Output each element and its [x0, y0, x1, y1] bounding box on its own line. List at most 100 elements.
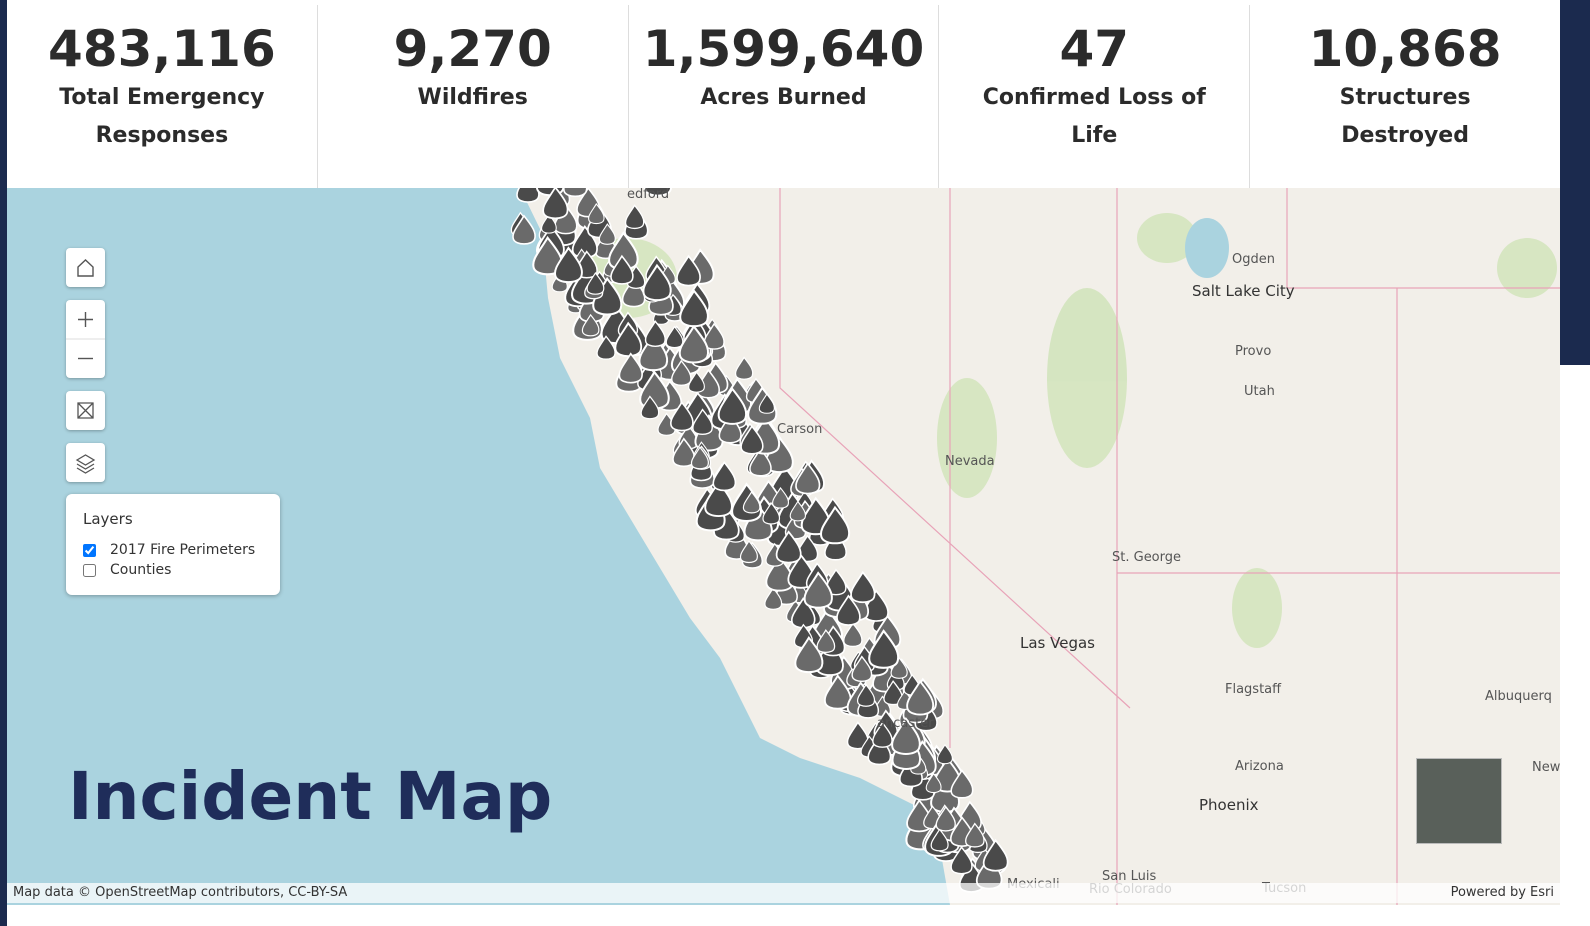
fire-icon[interactable] — [640, 395, 660, 420]
zoom-in[interactable] — [78, 312, 93, 327]
layers-button[interactable] — [66, 443, 105, 482]
stats-bar: 483,116 Total Emergency Responses 9,270 Wil… — [7, 5, 1560, 188]
fire-icon[interactable] — [669, 401, 694, 432]
map-label: edford — [627, 188, 669, 202]
fire-icon[interactable] — [739, 539, 758, 564]
fire-icon[interactable] — [712, 460, 737, 492]
stat-value: 483,116 — [48, 20, 276, 78]
fire-icon[interactable] — [982, 838, 1009, 872]
fire-icon[interactable] — [672, 437, 696, 468]
fire-icon[interactable] — [868, 629, 900, 669]
fire-icon[interactable] — [541, 213, 557, 234]
stat-label: Total Emergency Responses — [59, 85, 265, 148]
fire-icon[interactable] — [581, 313, 600, 337]
fire-icon[interactable] — [679, 289, 709, 328]
fire-icon[interactable] — [925, 772, 942, 794]
fire-icon[interactable] — [856, 683, 876, 707]
fire-icon[interactable] — [532, 235, 564, 276]
fire-icon[interactable] — [825, 568, 847, 596]
fire-icon[interactable] — [734, 356, 754, 380]
layer-checkbox[interactable] — [83, 563, 96, 577]
fire-icon[interactable] — [762, 502, 781, 525]
layer-item[interactable]: 2017 Fire Perimeters — [83, 542, 255, 558]
fire-icon[interactable] — [678, 324, 710, 364]
fire-icon[interactable] — [891, 716, 921, 755]
fire-icon[interactable] — [717, 387, 748, 425]
fire-icon[interactable] — [823, 674, 852, 710]
home-button[interactable] — [66, 248, 105, 287]
fire-icon[interactable] — [883, 680, 903, 706]
fire-icon[interactable] — [764, 587, 783, 610]
fire-icon[interactable] — [644, 320, 666, 347]
fire-icon[interactable] — [906, 679, 935, 716]
map-label: Nevada — [945, 454, 995, 469]
fire-icon[interactable] — [512, 214, 536, 245]
fire-icon[interactable] — [638, 333, 669, 372]
map-label: Salt Lake City — [1192, 282, 1295, 300]
fire-icon[interactable] — [816, 629, 836, 654]
map-label: New — [1532, 760, 1560, 775]
fire-icon[interactable] — [749, 447, 772, 477]
fire-icon[interactable] — [890, 656, 908, 679]
fire-icon[interactable] — [642, 263, 672, 302]
fire-icon[interactable] — [758, 393, 775, 414]
fire-icon[interactable] — [950, 769, 974, 799]
fire-icon[interactable] — [795, 462, 821, 495]
stat-label: Wildfires — [417, 85, 528, 110]
fire-icon[interactable] — [772, 486, 790, 509]
fire-icon[interactable] — [665, 325, 684, 349]
fire-icon[interactable] — [704, 480, 733, 517]
fire-icon[interactable] — [692, 408, 713, 435]
fire-icon[interactable] — [643, 188, 672, 197]
map: edford Ogden Salt Lake City Provo Utah Nevada… — [7, 188, 1560, 905]
fire-icon[interactable] — [554, 246, 583, 284]
fullscreen-button[interactable] — [66, 391, 105, 430]
overview-map[interactable] — [1416, 758, 1502, 844]
fire-icon[interactable] — [850, 570, 876, 604]
frame — [0, 0, 7, 926]
fire-icon[interactable] — [690, 446, 709, 470]
fire-icon[interactable] — [624, 204, 645, 230]
fire-icon[interactable] — [562, 188, 588, 198]
fire-icon[interactable] — [936, 743, 953, 765]
fire-icon[interactable] — [803, 571, 833, 609]
fire-icon[interactable] — [789, 500, 806, 522]
fire-icon[interactable] — [872, 721, 893, 748]
fire-icon[interactable] — [824, 531, 847, 561]
map-title: Incident Map — [68, 758, 553, 835]
fire-icon[interactable] — [775, 530, 802, 564]
fire-icon[interactable] — [935, 805, 956, 832]
fire-icon[interactable] — [950, 845, 973, 875]
fire-icon[interactable] — [965, 822, 985, 848]
fire-icon[interactable] — [836, 594, 861, 626]
fire-icon[interactable] — [676, 254, 701, 287]
fire-icon[interactable] — [516, 188, 540, 203]
fire-icon[interactable] — [703, 322, 725, 350]
fire-icon[interactable] — [867, 734, 892, 766]
fire-icon[interactable] — [610, 254, 634, 285]
fire-icon[interactable] — [742, 490, 761, 514]
fire-icon[interactable] — [846, 721, 869, 750]
fire-icon[interactable] — [588, 202, 605, 225]
fire-icon[interactable] — [930, 828, 949, 852]
fire-icon[interactable] — [586, 271, 605, 295]
fire-icon[interactable] — [542, 188, 569, 220]
fire-icon[interactable] — [843, 622, 863, 648]
stat-card: 47 Confirmed Loss of Life — [939, 5, 1251, 188]
layer-checkbox[interactable] — [83, 543, 96, 557]
fire-icon[interactable] — [596, 335, 616, 360]
map-label: St. George — [1112, 550, 1181, 565]
fire-icon[interactable] — [671, 359, 692, 386]
layer-list: Layers 2017 Fire Perimeters Counties — [66, 494, 280, 595]
fire-icon[interactable] — [851, 655, 873, 682]
fire-icon[interactable] — [614, 321, 643, 358]
fire-icon[interactable] — [718, 413, 742, 444]
stat-value: 9,270 — [393, 20, 552, 78]
fire-icon[interactable] — [819, 505, 851, 545]
fire-icon[interactable] — [794, 635, 824, 674]
stat-card: 9,270 Wildfires — [318, 5, 629, 188]
fire-icon[interactable] — [598, 223, 616, 245]
fire-icon[interactable] — [740, 424, 764, 455]
fire-icon[interactable] — [618, 352, 643, 384]
layer-item[interactable]: Counties — [83, 562, 171, 578]
